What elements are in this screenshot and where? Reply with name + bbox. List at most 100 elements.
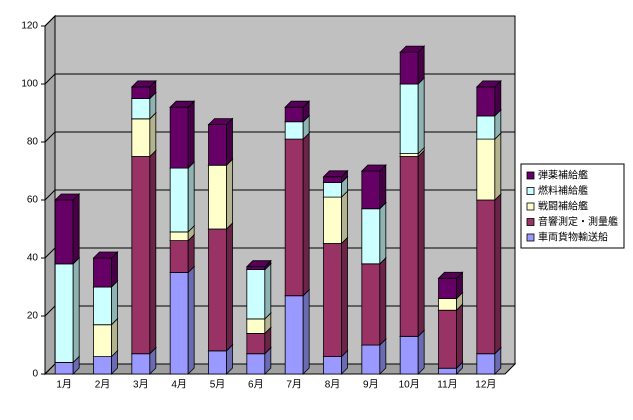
bar-front	[399, 335, 419, 375]
bar-front	[323, 196, 342, 244]
legend-swatch	[526, 218, 535, 226]
bar-segment	[92, 251, 119, 288]
x-tick-label: 2月	[95, 379, 111, 391]
legend-label: 弾薬補給艦	[538, 169, 588, 182]
bar-segment	[360, 256, 387, 346]
bar-front	[399, 153, 419, 157]
grid-line	[44, 189, 56, 201]
bar-front	[476, 138, 496, 201]
bar-front	[246, 353, 266, 375]
bar-side	[187, 100, 195, 170]
bar-top	[169, 100, 196, 108]
bar-front	[93, 286, 112, 326]
bar-front	[476, 86, 496, 117]
bar-front	[476, 115, 496, 140]
bar-side	[341, 236, 348, 358]
bar-front	[246, 332, 266, 355]
bar-front	[361, 344, 381, 375]
bar-side	[417, 149, 425, 338]
bar-segment	[284, 100, 311, 123]
bar-front	[323, 176, 342, 184]
bar-side	[417, 329, 425, 375]
bar-side	[149, 111, 157, 158]
bar-side	[264, 262, 272, 320]
legend-label: 車両貨物輸送船	[538, 231, 608, 244]
bar-front	[131, 353, 151, 375]
bar-segment	[475, 132, 502, 201]
bar-front	[93, 356, 112, 375]
bar-front	[246, 318, 266, 334]
bar-segment	[399, 77, 426, 155]
bar-front	[284, 138, 304, 297]
bar-top	[475, 80, 502, 88]
bar-side	[226, 158, 233, 230]
bar-side	[72, 193, 80, 265]
bar-front	[323, 243, 342, 357]
bar-side	[341, 190, 348, 245]
bar-front	[361, 208, 381, 265]
bar-side	[302, 288, 310, 375]
bar-front	[476, 199, 496, 355]
bar-side	[379, 256, 387, 346]
bar-top	[360, 164, 387, 172]
grid-line	[44, 131, 56, 143]
bar-top	[130, 80, 157, 88]
bar-front	[246, 269, 266, 320]
bar-segment	[322, 236, 349, 358]
bar-segment	[360, 201, 387, 265]
grid-line	[44, 73, 56, 85]
bar-segment	[322, 190, 349, 245]
y-tick-label: 20	[27, 311, 39, 322]
y-tick-label: 40	[27, 253, 39, 264]
bar-front	[246, 266, 266, 271]
x-tick-label: 11月	[437, 379, 457, 391]
grid-line	[44, 305, 56, 317]
bar-front	[323, 182, 342, 198]
bar-side	[417, 77, 425, 155]
bar-front	[54, 263, 74, 363]
bar-segment	[475, 193, 502, 355]
bar-segment	[245, 259, 272, 271]
bar-segment	[92, 280, 119, 326]
bar-front	[54, 199, 74, 265]
bar-segment	[130, 79, 157, 100]
bar-front	[399, 51, 419, 85]
bar-side	[379, 164, 387, 210]
bar-top	[92, 251, 119, 259]
bar-side	[149, 149, 157, 355]
bar-front	[284, 295, 304, 375]
bar-front	[169, 167, 189, 233]
y-tick-label: 100	[21, 79, 38, 90]
bar-front	[54, 361, 74, 375]
x-tick-label: 8月	[325, 379, 341, 391]
bar-side	[72, 256, 80, 364]
bar-front	[208, 228, 227, 352]
grid-line	[44, 363, 56, 375]
bar-segment	[169, 265, 196, 375]
bar-side	[456, 303, 463, 370]
x-tick-label: 5月	[210, 379, 226, 391]
bar-side	[494, 193, 502, 355]
bar-top	[245, 260, 272, 268]
bar-segment	[169, 161, 196, 233]
bar-front	[399, 83, 419, 154]
bar-top	[284, 100, 311, 108]
bar-top	[399, 45, 426, 53]
bar-front	[208, 124, 227, 166]
bar-top	[54, 193, 81, 201]
grid-line	[44, 247, 56, 259]
bar-front	[438, 309, 457, 369]
bar-front	[169, 231, 189, 241]
bar-front	[93, 324, 112, 358]
y-tick-label: 80	[27, 137, 39, 148]
bar-front	[131, 118, 151, 157]
bar-top	[437, 271, 464, 279]
x-tick-label: 7月	[286, 379, 302, 391]
bar-segment	[399, 45, 426, 85]
bar-front	[438, 298, 457, 311]
x-tick-label: 6月	[248, 379, 264, 391]
bar-front	[361, 170, 381, 210]
bar-segment	[284, 288, 311, 375]
bar-side	[379, 201, 387, 265]
